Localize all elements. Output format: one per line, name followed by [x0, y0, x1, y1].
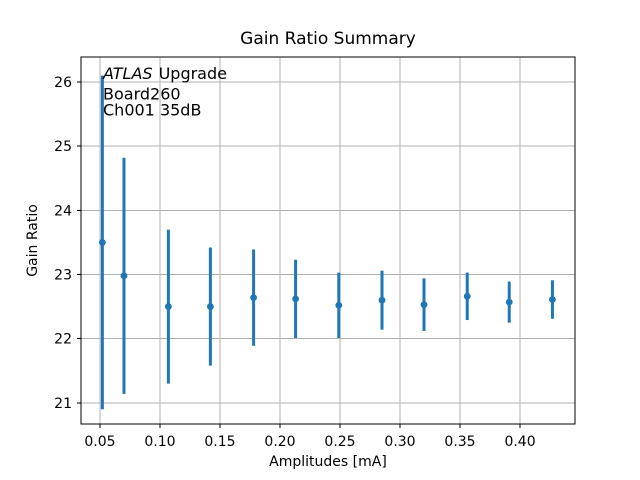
tick-label-layer: 0.05 0.10 0.15 0.20 0.25 0.30 0.35 0.40 21 22 23 24… — [54, 75, 535, 450]
annotation-line-2: Board260 — [103, 85, 181, 104]
y-tick-label: 25 — [54, 139, 72, 155]
data-point-marker — [549, 296, 556, 303]
data-point-marker — [335, 301, 343, 309]
y-tick-label: 24 — [54, 203, 72, 219]
annotation-line-1: ATLAS Upgrade — [102, 64, 227, 83]
annotation-line-3: Ch001 35dB — [103, 101, 201, 120]
x-tick-label: 0.35 — [444, 434, 475, 450]
y-tick-label: 22 — [54, 332, 72, 348]
data-point-marker — [250, 294, 257, 302]
x-tick-label: 0.10 — [144, 434, 175, 450]
data-point-marker — [505, 298, 513, 306]
data-point-marker — [378, 296, 386, 304]
data-point-marker — [98, 239, 106, 246]
data-point-marker — [292, 295, 299, 303]
x-tick-label: 0.05 — [84, 434, 115, 450]
data-point-marker — [120, 272, 128, 280]
series-gain-ratio-vs-amplitude — [98, 75, 556, 410]
x-axis-label: Amplitudes [mA] — [269, 454, 387, 470]
data-point-marker — [164, 303, 172, 310]
x-tick-label: 0.30 — [384, 434, 415, 450]
error-bar-series — [98, 75, 556, 410]
x-tick-label: 0.15 — [204, 434, 235, 450]
chart-title: Gain Ratio Summary — [240, 29, 416, 49]
data-point-marker — [206, 303, 214, 310]
plot-spines — [80, 56, 576, 425]
annotation-upgrade: Upgrade — [159, 64, 227, 83]
y-tick-label: 26 — [54, 75, 72, 91]
data-point-marker — [420, 301, 428, 309]
plot-annotation: ATLAS Upgrade Board260 Ch001 35dB — [102, 64, 227, 120]
y-tick-label: 23 — [54, 268, 72, 284]
annotation-atlas: ATLAS — [102, 64, 153, 83]
y-axis-label: Gain Ratio — [25, 204, 41, 277]
x-tick-label: 0.40 — [504, 434, 535, 450]
x-tick-label: 0.25 — [324, 434, 355, 450]
axes-layer — [77, 56, 576, 428]
data-point-marker — [463, 292, 471, 300]
grid-layer — [81, 57, 575, 424]
x-tick-label: 0.20 — [264, 434, 295, 450]
y-tick-label: 21 — [54, 396, 72, 412]
